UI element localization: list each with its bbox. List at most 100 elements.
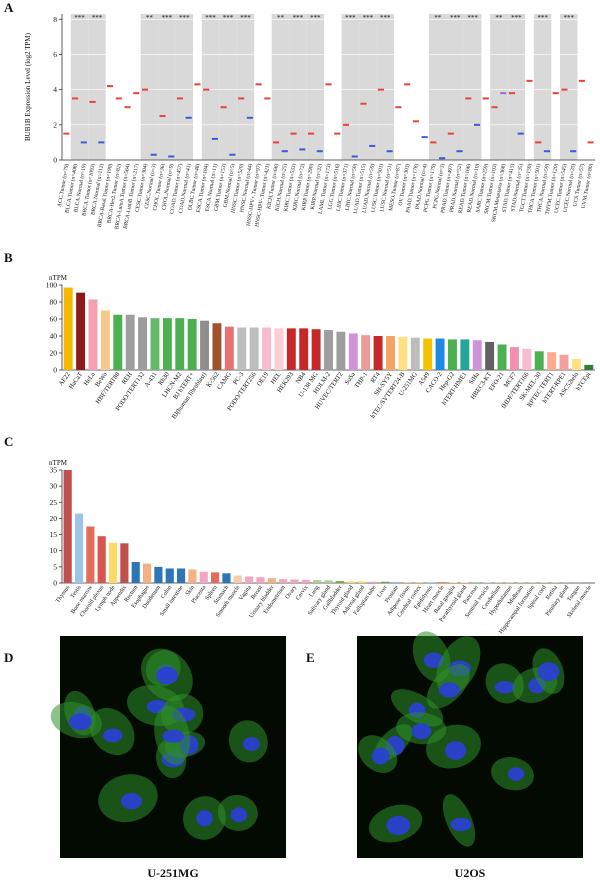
bar bbox=[313, 580, 322, 583]
bar bbox=[108, 542, 118, 583]
bar bbox=[423, 338, 433, 370]
significance: *** bbox=[74, 14, 85, 22]
x-tick-label: Skin bbox=[185, 585, 196, 597]
bar bbox=[222, 573, 231, 583]
bar bbox=[286, 328, 296, 370]
bar bbox=[63, 287, 73, 370]
y-tick-label: 4 bbox=[53, 85, 57, 94]
nucleus bbox=[102, 728, 123, 743]
bar bbox=[125, 314, 135, 370]
pair-shade bbox=[236, 14, 255, 160]
significance: *** bbox=[162, 14, 173, 22]
y-tick-label: 8 bbox=[53, 15, 57, 24]
bar bbox=[534, 351, 544, 370]
x-tick-label: THP-1 bbox=[353, 371, 369, 390]
y-tick-label: 10 bbox=[50, 546, 58, 555]
pair-shade bbox=[175, 14, 194, 160]
bar bbox=[381, 581, 390, 583]
pair-shade bbox=[359, 14, 377, 160]
bar bbox=[472, 340, 482, 370]
bar bbox=[63, 470, 72, 583]
bar bbox=[237, 327, 247, 370]
y-tick-label: 2 bbox=[53, 120, 57, 129]
significance: *** bbox=[511, 14, 522, 22]
bar bbox=[447, 339, 457, 370]
panel-label: E bbox=[306, 650, 315, 665]
pair-shade bbox=[271, 14, 290, 160]
bar bbox=[245, 576, 254, 583]
bar bbox=[233, 575, 242, 583]
nucleus bbox=[450, 817, 472, 832]
pair-shade bbox=[446, 14, 464, 160]
bar bbox=[336, 331, 346, 370]
y-tick-label: 20 bbox=[50, 349, 58, 358]
y-tick-label: 40 bbox=[50, 332, 58, 341]
bar bbox=[100, 310, 110, 370]
significance: ** bbox=[434, 14, 442, 22]
bar bbox=[74, 513, 84, 583]
bar bbox=[76, 292, 86, 370]
y-tick-label: 80 bbox=[50, 298, 58, 307]
significance: ** bbox=[146, 14, 154, 22]
bar bbox=[279, 579, 288, 583]
bar bbox=[571, 358, 581, 370]
nucleus bbox=[230, 807, 248, 823]
bar bbox=[176, 568, 186, 583]
bar bbox=[86, 526, 95, 583]
bar bbox=[392, 581, 401, 583]
bar bbox=[369, 581, 378, 583]
pair-shade bbox=[376, 14, 395, 160]
bar bbox=[559, 354, 569, 370]
significance: *** bbox=[363, 14, 374, 22]
bar bbox=[290, 579, 299, 583]
y-tick-label: 20 bbox=[50, 514, 58, 523]
bar bbox=[403, 582, 412, 583]
significance: ** bbox=[495, 14, 503, 22]
bar bbox=[274, 328, 284, 370]
bar bbox=[426, 582, 435, 583]
significance: *** bbox=[92, 14, 103, 22]
pair-shade bbox=[219, 14, 237, 160]
nucleus bbox=[120, 792, 142, 810]
pair-shade bbox=[306, 14, 325, 160]
bar bbox=[187, 319, 197, 370]
bar bbox=[97, 536, 106, 583]
bar bbox=[348, 333, 358, 370]
bar bbox=[211, 572, 220, 583]
bar bbox=[386, 336, 395, 370]
nucleus bbox=[242, 737, 260, 751]
y-tick-label: 60 bbox=[50, 315, 58, 324]
bar bbox=[410, 337, 420, 370]
pair-shade bbox=[490, 14, 508, 160]
pair-shade bbox=[507, 14, 526, 160]
bar bbox=[584, 364, 594, 370]
nucleus bbox=[156, 666, 178, 685]
bar bbox=[120, 543, 129, 583]
bar bbox=[415, 582, 424, 583]
bar bbox=[324, 580, 333, 583]
significance: *** bbox=[564, 14, 575, 22]
bar bbox=[154, 566, 163, 583]
nucleus bbox=[196, 810, 213, 827]
pair-shade bbox=[140, 14, 159, 160]
y-tick-label: 30 bbox=[50, 482, 58, 491]
nucleus bbox=[162, 729, 185, 743]
nucleus bbox=[386, 815, 411, 835]
nucleus bbox=[537, 662, 560, 682]
bar bbox=[398, 336, 408, 370]
y-axis-title: nTPM bbox=[49, 274, 68, 282]
bar bbox=[262, 327, 271, 370]
pair-shade bbox=[533, 14, 552, 160]
significance: *** bbox=[345, 14, 356, 22]
y-axis-title: nTPM bbox=[49, 459, 68, 467]
y-axis-title: BUB1B Expression Level (log2 TPM) bbox=[24, 32, 32, 141]
y-tick-label: 35 bbox=[50, 466, 58, 475]
bar bbox=[311, 329, 321, 370]
pair-shade bbox=[428, 14, 447, 160]
significance: *** bbox=[450, 14, 461, 22]
significance: *** bbox=[179, 14, 190, 22]
nucleus bbox=[68, 713, 92, 731]
pair-shade bbox=[289, 14, 307, 160]
significance: *** bbox=[310, 14, 321, 22]
bar bbox=[150, 318, 160, 370]
